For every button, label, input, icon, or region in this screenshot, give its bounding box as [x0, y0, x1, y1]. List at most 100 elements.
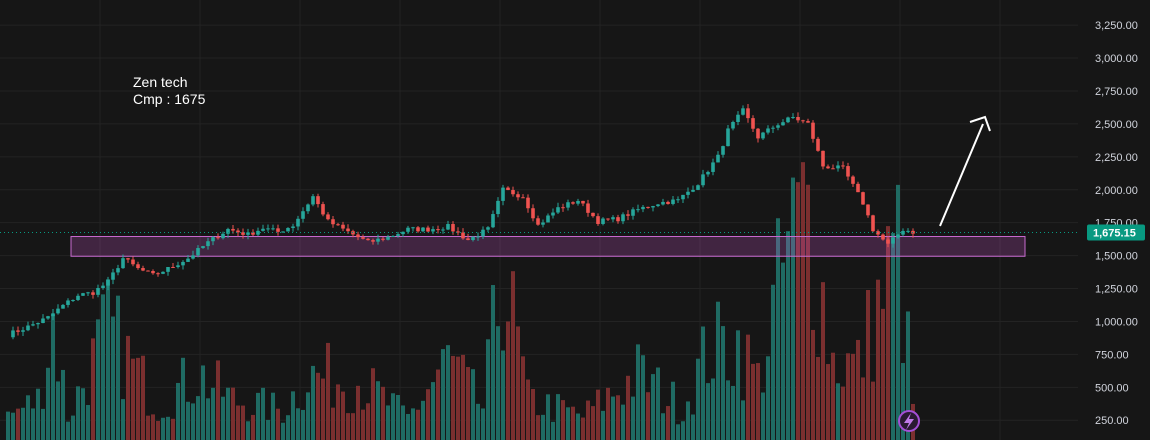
candle-body	[366, 238, 370, 241]
volume-bar	[641, 355, 645, 440]
candle-body	[831, 168, 835, 170]
volume-bar	[166, 416, 170, 440]
volume-bar	[871, 381, 875, 440]
volume-bar	[531, 389, 535, 440]
candle-body	[751, 118, 755, 129]
candle-body	[476, 236, 480, 238]
candle-body	[261, 228, 265, 231]
volume-bar	[376, 381, 380, 440]
candle-body	[761, 132, 765, 139]
volume-bar	[731, 385, 735, 440]
volume-bar	[371, 368, 375, 440]
volume-bar	[786, 231, 790, 440]
candle-body	[506, 187, 510, 191]
candle-body	[701, 174, 705, 186]
candle-body	[291, 226, 295, 229]
candle-body	[426, 227, 430, 232]
candle-body	[796, 117, 800, 121]
volume-bar	[896, 184, 900, 440]
candle-body	[56, 308, 60, 314]
volume-bar	[906, 311, 910, 440]
candle-body	[651, 206, 655, 208]
candle-body	[551, 212, 555, 216]
volume-bar	[426, 389, 430, 440]
volume-bar	[251, 414, 255, 440]
volume-bar	[801, 162, 805, 440]
price-tick-label: 2,750.00	[1095, 86, 1138, 98]
candle-body	[836, 165, 840, 169]
candle-body	[656, 204, 660, 207]
candle-body	[86, 292, 90, 294]
price-tick-label: 250.00	[1095, 415, 1129, 427]
last-price-tag: 1,675.15	[1087, 224, 1145, 241]
candle-body	[116, 268, 120, 273]
candle-body	[461, 232, 465, 239]
candle-body	[626, 214, 630, 216]
candle-body	[91, 292, 95, 295]
candle-body	[126, 258, 130, 260]
candle-body	[466, 238, 470, 241]
volume-bar	[566, 407, 570, 440]
candle-body	[61, 304, 65, 309]
volume-bar	[676, 424, 680, 440]
candle-body	[546, 215, 550, 223]
candle-body	[36, 323, 40, 325]
candle-body	[101, 285, 105, 289]
volume-bar	[331, 407, 335, 440]
volume-bar	[56, 381, 60, 440]
volume-bar	[476, 403, 480, 440]
volume-bar	[491, 285, 495, 440]
candle-body	[686, 191, 690, 195]
price-tick-label: 750.00	[1095, 349, 1129, 361]
volume-bar	[36, 388, 40, 440]
volume-bar	[451, 355, 455, 440]
candle-body	[326, 214, 330, 220]
volume-bar	[61, 369, 65, 440]
volume-bar	[106, 279, 110, 440]
lightning-icon[interactable]	[898, 410, 920, 432]
candle-body	[756, 128, 760, 139]
volume-bar	[571, 406, 575, 440]
candle-body	[471, 236, 475, 241]
candle-body	[881, 234, 885, 240]
volume-bar	[181, 357, 185, 440]
annotation-line-1: Zen tech	[133, 74, 187, 90]
candle-body	[436, 229, 440, 231]
candle-body	[726, 128, 730, 147]
candle-body	[631, 209, 635, 216]
candle-body	[856, 183, 860, 193]
volume-bar	[81, 388, 85, 440]
volume-bar	[396, 395, 400, 440]
volume-bar	[86, 405, 90, 440]
volume-bar	[221, 396, 225, 440]
volume-bar	[841, 386, 845, 440]
candle-body	[386, 236, 390, 240]
up-right-arrow-icon[interactable]	[939, 115, 991, 227]
volume-bar	[486, 339, 490, 440]
candle-body	[446, 224, 450, 230]
candle-body	[811, 122, 815, 139]
volume-bar	[501, 350, 505, 440]
price-axis[interactable]: 3,250.00 3,000.00 2,750.00 2,500.00 2,250.00…	[1095, 20, 1138, 427]
volume-bar	[831, 352, 835, 440]
annotation-text[interactable]: Zen tech Cmp : 1675	[133, 74, 206, 107]
candle-body	[151, 271, 155, 274]
volume-bar	[361, 409, 365, 440]
candle-body	[741, 108, 745, 115]
candle-body	[861, 192, 865, 205]
volume-bar	[536, 415, 540, 440]
volume-bar	[241, 405, 245, 440]
volume-bar	[611, 396, 615, 440]
candle-body	[96, 288, 100, 295]
candle-body	[341, 224, 345, 229]
volume-bar	[746, 334, 750, 440]
volume-bar	[716, 301, 720, 440]
support-zone[interactable]	[70, 236, 1026, 257]
candle-body	[706, 171, 710, 175]
candle-body	[21, 330, 25, 332]
candle-body	[481, 229, 485, 237]
candle-body	[361, 237, 365, 239]
candle-body	[401, 231, 405, 235]
volume-bar	[271, 392, 275, 440]
